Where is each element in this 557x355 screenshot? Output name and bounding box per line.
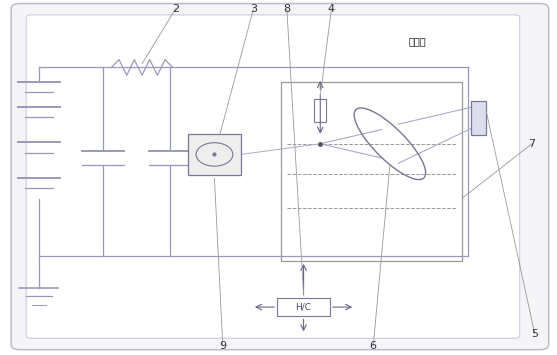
Text: 3: 3 bbox=[250, 4, 257, 14]
Text: H/C: H/C bbox=[296, 302, 311, 312]
Bar bbox=[471, 101, 486, 135]
Text: 9: 9 bbox=[219, 341, 226, 351]
FancyBboxPatch shape bbox=[26, 15, 520, 338]
Text: 8: 8 bbox=[284, 4, 290, 14]
Text: 7: 7 bbox=[529, 139, 535, 149]
Text: 真空筱: 真空筱 bbox=[409, 36, 427, 46]
Bar bbox=[188, 134, 241, 175]
FancyBboxPatch shape bbox=[11, 4, 549, 350]
Text: 2: 2 bbox=[172, 4, 179, 14]
Text: 5: 5 bbox=[531, 329, 538, 339]
Bar bbox=[277, 297, 330, 317]
Bar bbox=[281, 82, 462, 261]
Bar bbox=[314, 99, 326, 122]
Text: 6: 6 bbox=[370, 341, 377, 351]
Text: 真空筱: 真空筱 bbox=[409, 36, 427, 46]
Text: 4: 4 bbox=[328, 4, 335, 14]
